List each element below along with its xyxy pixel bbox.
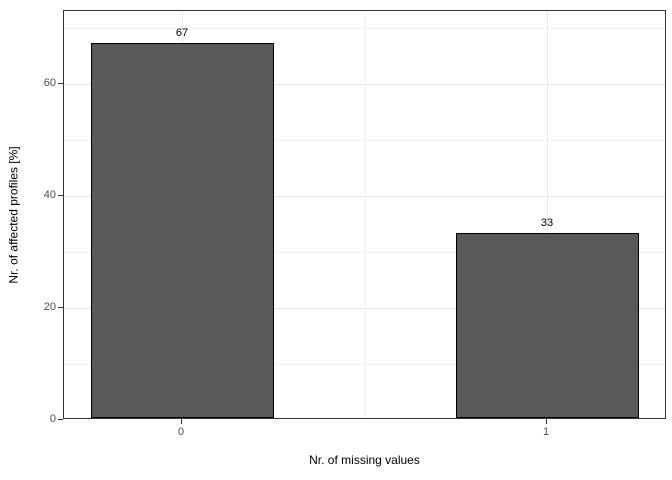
gridline-major-x <box>547 11 548 418</box>
y-axis-title: Nr. of affected profiles [%] <box>0 10 28 419</box>
bar <box>455 233 639 418</box>
bar-value-label: 67 <box>175 26 189 39</box>
plot-panel: 67 33 <box>63 10 666 419</box>
y-tick-mark <box>58 306 63 308</box>
bar <box>90 42 274 418</box>
gridline-minor-x <box>364 11 366 418</box>
y-tick-mark <box>58 82 63 84</box>
y-tick-mark <box>58 194 63 196</box>
y-tick-label: 40 <box>43 188 56 201</box>
y-tick-label: 60 <box>43 76 56 89</box>
x-tick-mark <box>546 419 547 424</box>
y-axis-title-text: Nr. of affected profiles [%] <box>7 145 21 284</box>
x-axis-title: Nr. of missing values <box>309 453 420 467</box>
x-tick-label: 1 <box>542 426 550 438</box>
x-tick-mark <box>181 419 182 424</box>
x-tick-label: 0 <box>177 426 185 438</box>
y-tick-label: 20 <box>43 300 56 313</box>
bar-value-label: 33 <box>540 217 554 230</box>
y-tick-label: 0 <box>49 413 56 425</box>
y-tick-mark <box>58 419 63 420</box>
